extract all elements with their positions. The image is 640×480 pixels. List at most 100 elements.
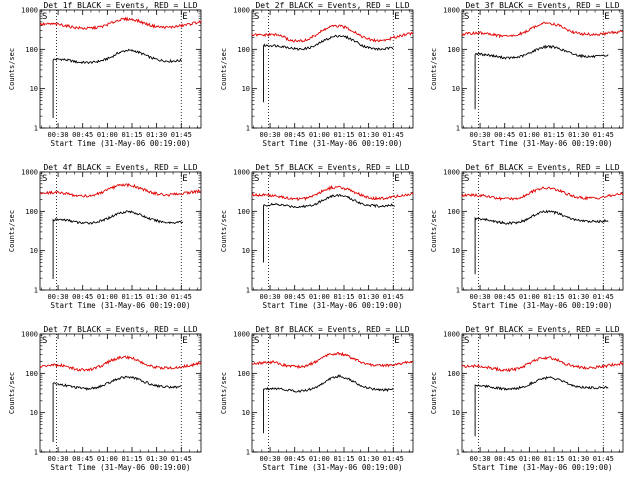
x-tick-label: 00:30 bbox=[260, 455, 281, 463]
x-tick-label: 01:00 bbox=[97, 131, 118, 139]
y-tick-label: 100 bbox=[447, 46, 460, 54]
x-tick-label: 01:45 bbox=[171, 455, 192, 463]
x-tick-label: 01:30 bbox=[568, 293, 589, 301]
series-line-events bbox=[263, 34, 394, 103]
y-tick-label: 1 bbox=[34, 449, 38, 457]
y-axis-label: Counts/sec bbox=[430, 48, 438, 90]
series-line-lld bbox=[251, 184, 414, 202]
x-tick-label: 01:15 bbox=[333, 455, 354, 463]
end-marker: E bbox=[182, 174, 187, 184]
x-axis-label: Start Time (31-May-06 00:19:00) bbox=[263, 301, 403, 310]
x-tick-label: 01:15 bbox=[121, 131, 142, 139]
x-tick-label: 01:00 bbox=[309, 455, 330, 463]
chart-title: Det 1f BLACK = Events, RED = LLD bbox=[43, 1, 197, 10]
y-tick-label: 1 bbox=[34, 125, 38, 133]
series-line-events bbox=[52, 375, 182, 442]
chart-title: Det 4f BLACK = Events, RED = LLD bbox=[43, 163, 197, 172]
x-tick-label: 01:30 bbox=[146, 455, 167, 463]
plot-frame bbox=[461, 333, 624, 453]
chart-title: Det 9f BLACK = Events, RED = LLD bbox=[465, 325, 619, 334]
y-tick-label: 1000 bbox=[233, 331, 250, 339]
x-tick-label: 01:15 bbox=[543, 455, 564, 463]
x-axis-label: Start Time (31-May-06 00:19:00) bbox=[263, 139, 403, 148]
x-tick-label: 00:45 bbox=[284, 293, 305, 301]
series-line-lld bbox=[39, 16, 202, 31]
y-tick-label: 10 bbox=[30, 85, 38, 93]
series-line-events bbox=[474, 375, 609, 437]
y-tick-label: 1000 bbox=[443, 7, 460, 15]
start-marker: S bbox=[42, 174, 47, 184]
y-tick-label: 10 bbox=[242, 247, 250, 255]
start-marker: S bbox=[42, 336, 47, 346]
series-line-events bbox=[474, 44, 609, 110]
x-tick-label: 00:45 bbox=[284, 131, 305, 139]
x-tick-label: 01:30 bbox=[358, 131, 379, 139]
y-tick-label: 1000 bbox=[21, 7, 38, 15]
y-tick-label: 10 bbox=[30, 247, 38, 255]
x-tick-label: 01:45 bbox=[383, 131, 404, 139]
chart-panel-9: Det 9f BLACK = Events, RED = LLD 1 10 100 10… bbox=[430, 325, 624, 472]
y-tick-label: 1000 bbox=[233, 7, 250, 15]
chart-title: Det 6f BLACK = Events, RED = LLD bbox=[465, 163, 619, 172]
y-tick-label: 1 bbox=[456, 125, 460, 133]
x-tick-label: 00:45 bbox=[72, 293, 93, 301]
y-tick-label: 1 bbox=[246, 449, 250, 457]
y-tick-label: 10 bbox=[242, 85, 250, 93]
start-marker: S bbox=[254, 174, 259, 184]
chart-title: Det 2f BLACK = Events, RED = LLD bbox=[255, 1, 409, 10]
y-tick-label: 10 bbox=[30, 409, 38, 417]
x-tick-label: 01:30 bbox=[568, 131, 589, 139]
x-axis-label: Start Time (31-May-06 00:19:00) bbox=[51, 463, 191, 472]
x-tick-label: 01:45 bbox=[593, 131, 614, 139]
series-line-lld bbox=[39, 354, 202, 372]
chart-panel-6: Det 6f BLACK = Events, RED = LLD 1 10 100 10… bbox=[430, 163, 624, 310]
y-tick-label: 100 bbox=[237, 46, 250, 54]
y-tick-label: 1000 bbox=[21, 169, 38, 177]
y-tick-label: 1 bbox=[246, 125, 250, 133]
plot-frame bbox=[461, 171, 624, 291]
series-line-lld bbox=[251, 351, 414, 370]
chart-panel-1: Det 1f BLACK = Events, RED = LLD 1 10 100 10… bbox=[8, 1, 202, 148]
y-tick-label: 10 bbox=[242, 409, 250, 417]
y-tick-label: 1 bbox=[34, 287, 38, 295]
x-tick-label: 00:30 bbox=[470, 293, 491, 301]
x-tick-label: 01:45 bbox=[171, 131, 192, 139]
x-tick-label: 01:45 bbox=[383, 455, 404, 463]
y-tick-label: 100 bbox=[447, 208, 460, 216]
x-tick-label: 00:45 bbox=[494, 131, 515, 139]
chart-title: Det 7f BLACK = Events, RED = LLD bbox=[43, 325, 197, 334]
y-tick-label: 100 bbox=[447, 370, 460, 378]
x-tick-label: 01:45 bbox=[593, 455, 614, 463]
start-marker: S bbox=[464, 336, 469, 346]
series-line-events bbox=[52, 48, 182, 118]
x-tick-label: 01:15 bbox=[333, 131, 354, 139]
series-line-lld bbox=[461, 21, 624, 39]
y-tick-label: 1 bbox=[246, 287, 250, 295]
chart-title: Det 3f BLACK = Events, RED = LLD bbox=[465, 1, 619, 10]
chart-panel-4: Det 4f BLACK = Events, RED = LLD 1 10 100 10… bbox=[8, 163, 202, 310]
plot-frame bbox=[251, 9, 414, 129]
start-marker: S bbox=[254, 336, 259, 346]
end-marker: E bbox=[182, 12, 187, 22]
y-tick-label: 1000 bbox=[443, 331, 460, 339]
y-axis-label: Counts/sec bbox=[220, 372, 228, 414]
x-tick-label: 01:15 bbox=[543, 293, 564, 301]
chart-panel-8: Det 8f BLACK = Events, RED = LLD 1 10 100 10… bbox=[220, 325, 414, 472]
x-tick-label: 00:45 bbox=[72, 455, 93, 463]
series-line-lld bbox=[461, 356, 624, 373]
plot-frame bbox=[39, 171, 202, 291]
y-axis-label: Counts/sec bbox=[8, 210, 16, 252]
y-tick-label: 10 bbox=[452, 85, 460, 93]
x-tick-label: 00:30 bbox=[48, 293, 69, 301]
x-tick-label: 01:00 bbox=[309, 131, 330, 139]
y-axis-label: Counts/sec bbox=[220, 210, 228, 252]
end-marker: E bbox=[394, 12, 399, 22]
x-tick-label: 00:30 bbox=[48, 131, 69, 139]
x-tick-label: 01:45 bbox=[383, 293, 404, 301]
end-marker: E bbox=[604, 174, 609, 184]
x-tick-label: 01:15 bbox=[333, 293, 354, 301]
series-line-events bbox=[263, 193, 396, 263]
y-axis-label: Counts/sec bbox=[220, 48, 228, 90]
y-tick-label: 1 bbox=[456, 287, 460, 295]
